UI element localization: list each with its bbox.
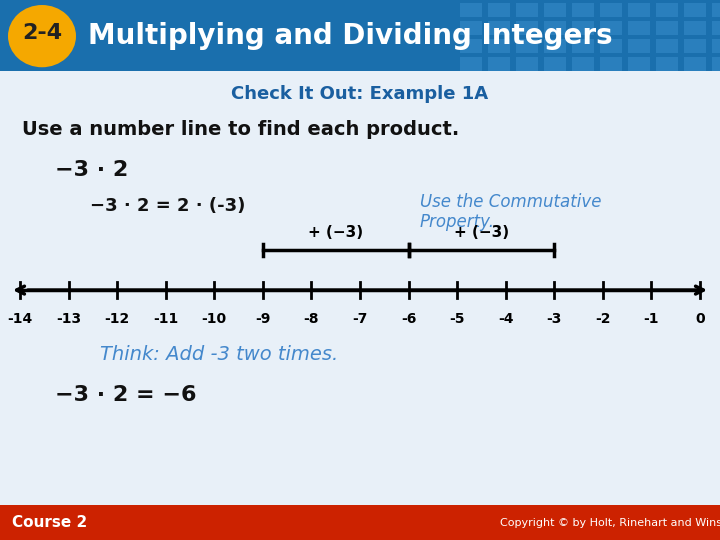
Bar [656,21,678,35]
Text: -9: -9 [255,312,271,326]
Bar [712,39,720,53]
Bar [544,21,566,35]
Bar [628,21,650,35]
Text: -7: -7 [352,312,368,326]
Bar [628,3,650,17]
Bar [712,21,720,35]
Text: −3 · 2: −3 · 2 [55,160,128,180]
Text: -13: -13 [56,312,81,326]
Text: -6: -6 [401,312,416,326]
Text: -10: -10 [202,312,227,326]
Text: -1: -1 [644,312,660,326]
Bar [600,57,622,71]
Bar [600,3,622,17]
Bar [572,21,594,35]
Text: Use the Commutative: Use the Commutative [420,193,601,211]
Ellipse shape [8,5,76,68]
Bar [684,21,706,35]
Text: -4: -4 [498,312,513,326]
Text: -14: -14 [7,312,32,326]
Bar [516,39,538,53]
Bar [460,57,482,71]
Bar [684,39,706,53]
Bar [460,21,482,35]
Bar [656,3,678,17]
Bar [488,57,510,71]
Bar [600,39,622,53]
Text: −3 · 2 = −6: −3 · 2 = −6 [55,385,197,405]
Bar [460,39,482,53]
Text: + (−3): + (−3) [308,225,364,240]
Bar [544,57,566,71]
Bar [544,39,566,53]
Text: Think: Add -3 two times.: Think: Add -3 two times. [100,345,338,364]
Bar [712,3,720,17]
Bar [516,21,538,35]
Bar [516,57,538,71]
Text: -12: -12 [104,312,130,326]
Text: Multiplying and Dividing Integers: Multiplying and Dividing Integers [88,22,613,50]
Text: + (−3): + (−3) [454,225,509,240]
Bar [628,39,650,53]
Text: 2-4: 2-4 [22,23,62,43]
Text: Copyright © by Holt, Rinehart and Winston. All Rights Reserved.: Copyright © by Holt, Rinehart and Winsto… [500,518,720,528]
Bar [488,21,510,35]
Text: Course 2: Course 2 [12,516,87,530]
Text: Use a number line to find each product.: Use a number line to find each product. [22,120,459,139]
Text: -11: -11 [153,312,179,326]
Text: -2: -2 [595,312,611,326]
Text: 0: 0 [696,312,705,326]
Text: −3 · 2 = 2 · (-3): −3 · 2 = 2 · (-3) [90,197,246,215]
Text: -5: -5 [449,312,465,326]
Bar [460,3,482,17]
Bar [572,3,594,17]
Text: Check It Out: Example 1A: Check It Out: Example 1A [231,85,489,103]
Text: -8: -8 [304,312,319,326]
Bar [544,3,566,17]
Text: -3: -3 [546,312,562,326]
Bar [656,39,678,53]
Bar [684,57,706,71]
Bar [572,39,594,53]
Bar [628,57,650,71]
Bar [600,21,622,35]
Bar [516,3,538,17]
Bar [712,57,720,71]
Bar [488,39,510,53]
Bar [572,57,594,71]
Text: Property.: Property. [420,213,495,231]
Bar [656,57,678,71]
Bar [684,3,706,17]
Bar [488,3,510,17]
